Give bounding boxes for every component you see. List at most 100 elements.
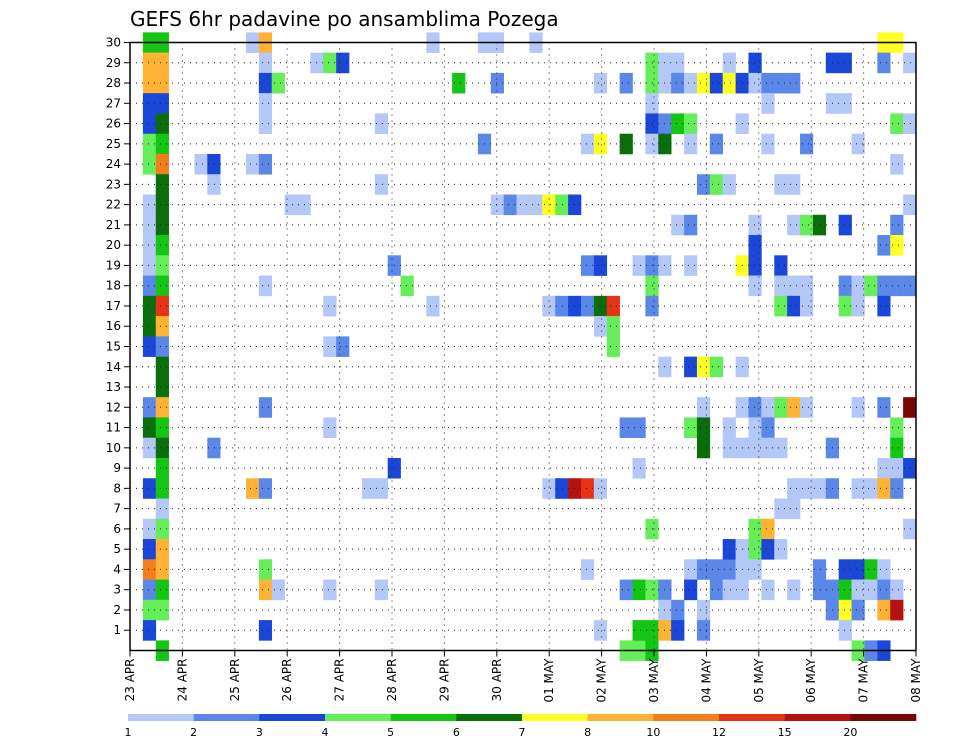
y-tick-label: 13 [106, 380, 121, 394]
heatmap-cell [490, 194, 504, 216]
heatmap-cell [838, 599, 852, 621]
heatmap-cell [748, 255, 762, 276]
x-tick-label: 08 MAY [909, 658, 923, 703]
heatmap-cell [709, 174, 724, 195]
x-tick-label: 26 APR [280, 659, 294, 702]
heatmap-cell [787, 295, 801, 317]
heatmap-cell [142, 235, 157, 256]
x-axis-labels: 23 APR 24 APR 25 APR 26 APR 27 APR 28 APR 29 A… [123, 650, 923, 703]
heatmap-cell [787, 478, 801, 499]
heatmap-cell [142, 599, 157, 621]
heatmap-cell [284, 194, 298, 216]
heatmap-cell [323, 295, 337, 317]
colorbar-segment [850, 714, 917, 721]
y-tick-label: 23 [106, 177, 121, 191]
heatmap-cell [142, 275, 157, 297]
heatmap-cell [155, 498, 169, 520]
heatmap-cell [696, 72, 711, 94]
heatmap-cell [258, 478, 273, 499]
heatmap-cell [722, 539, 736, 560]
x-tick-label: 02 MAY [595, 658, 609, 703]
heatmap-cells [142, 32, 917, 661]
heatmap-cell [207, 174, 221, 195]
heatmap-cell [142, 336, 157, 357]
heatmap-cell [155, 194, 169, 216]
heatmap-cell [838, 579, 852, 601]
y-tick-label: 14 [106, 360, 121, 374]
y-tick-label: 20 [106, 238, 121, 252]
heatmap-cell [580, 133, 595, 155]
y-tick-label: 24 [106, 157, 121, 171]
heatmap-cell [903, 52, 917, 74]
colorbar-segment [128, 714, 194, 721]
grid-lines [130, 42, 916, 651]
heatmap-cell [155, 72, 169, 94]
heatmap-cell [142, 153, 157, 175]
heatmap-cell [606, 336, 620, 357]
y-tick-label: 6 [113, 522, 121, 536]
y-tick-label: 18 [106, 279, 121, 293]
heatmap-cell [787, 498, 801, 520]
heatmap-cell [800, 275, 814, 297]
heatmap-cell [696, 417, 711, 438]
heatmap-cell [529, 194, 543, 216]
y-tick-label: 10 [106, 441, 121, 455]
heatmap-cell [684, 255, 698, 276]
heatmap-cell [890, 457, 904, 479]
heatmap-cell [684, 133, 698, 155]
heatmap-cell [877, 235, 891, 256]
heatmap-cell [748, 275, 762, 297]
heatmap-cell [800, 478, 814, 499]
heatmap-cell [787, 174, 801, 195]
heatmap-cell [748, 539, 762, 560]
colorbar-segment [587, 714, 654, 721]
heatmap-cell [812, 579, 827, 601]
heatmap-cell [671, 599, 685, 621]
chart-title: GEFS 6hr padavine po ansamblima Pozega [130, 7, 559, 31]
heatmap-cell [671, 620, 685, 641]
heatmap-cell [671, 52, 685, 74]
heatmap-cell [890, 235, 904, 256]
heatmap-cell [207, 437, 221, 459]
colorbar-segment [784, 714, 851, 721]
heatmap-cell [542, 478, 556, 499]
heatmap-cell [245, 478, 260, 499]
heatmap-cell [838, 620, 852, 641]
heatmap-cell [761, 397, 775, 418]
heatmap-cell [877, 579, 891, 601]
heatmap-cell [903, 194, 917, 216]
heatmap-cell [374, 113, 389, 134]
y-axis-labels: 1234567891011121314151617181920212223242… [106, 36, 130, 637]
colorbar-label: 10 [646, 726, 660, 739]
heatmap-cell [774, 72, 788, 94]
heatmap-cell [155, 133, 169, 155]
heatmap-cell [774, 539, 788, 560]
heatmap-cell [748, 417, 762, 438]
heatmap-cell [696, 397, 711, 418]
y-tick-label: 12 [106, 400, 121, 414]
y-tick-label: 19 [106, 258, 121, 272]
x-tick-label: 30 APR [490, 659, 504, 702]
heatmap-cell [671, 214, 685, 236]
x-tick-label: 06 MAY [804, 658, 818, 703]
heatmap-cell [748, 214, 762, 236]
colorbar-label: 3 [256, 726, 263, 739]
heatmap-cell [155, 397, 169, 418]
colorbar-label: 7 [519, 726, 526, 739]
colorbar-label: 6 [453, 726, 460, 739]
heatmap-cell [155, 539, 169, 560]
heatmap-cell [632, 255, 646, 276]
heatmap-cell [903, 275, 917, 297]
heatmap-cell [155, 93, 169, 114]
heatmap-cell [593, 316, 608, 337]
colorbar-label: 12 [712, 726, 726, 739]
heatmap-cell [761, 93, 775, 114]
y-tick-label: 22 [106, 198, 121, 212]
colorbar-segment [456, 714, 523, 721]
heatmap-cell [580, 295, 595, 317]
x-tick-label: 07 MAY [857, 658, 871, 703]
x-tick-label: 04 MAY [699, 658, 713, 703]
heatmap-cell [877, 599, 891, 621]
colorbar-segment [193, 714, 260, 721]
heatmap-cell [851, 559, 865, 580]
